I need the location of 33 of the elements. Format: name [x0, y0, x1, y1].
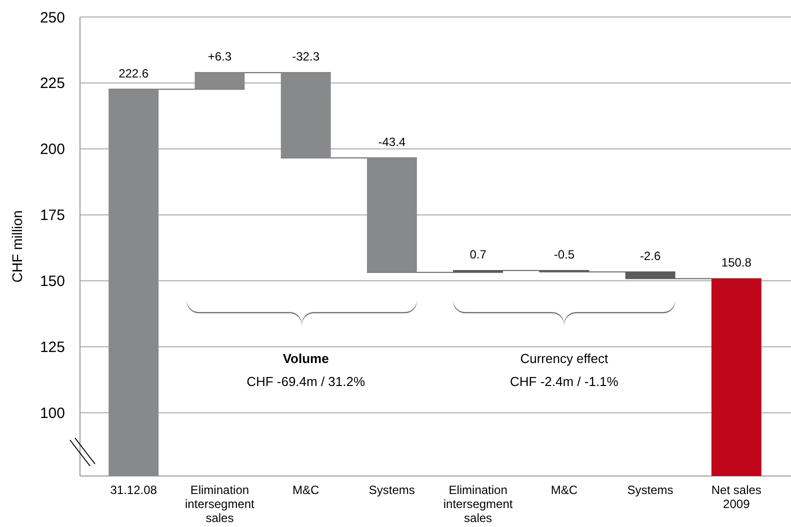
bar: [108, 89, 159, 476]
bar: [711, 278, 762, 476]
y-tick-label: 200: [40, 141, 65, 158]
bar: [366, 158, 417, 272]
annotation: Currency effect: [520, 351, 609, 366]
x-tick-label: M&C: [292, 483, 320, 497]
bar: [194, 72, 245, 90]
x-tick-label: Net sales 2009: [711, 483, 762, 511]
data-label: 150.8: [721, 256, 752, 270]
annotation: Volume: [282, 351, 329, 366]
data-label: -2.6: [640, 248, 661, 263]
x-tick-label: M&C: [550, 483, 578, 497]
x-tick-label: Systems: [627, 483, 674, 497]
y-tick-label: 250: [40, 9, 65, 26]
y-tick-label: 125: [40, 338, 65, 356]
data-label: 0.7: [470, 248, 487, 262]
annotation: CHF -2.4m / -1.1%: [510, 374, 619, 389]
data-label: -0.5: [554, 248, 575, 262]
y-tick-label: 100: [40, 404, 65, 422]
y-tick-label: 225: [40, 75, 65, 92]
annotation: CHF -69.4m / 31.2%: [246, 374, 366, 389]
y-tick-label: 150: [40, 273, 65, 290]
x-tick-label: Systems: [368, 483, 415, 497]
x-tick-label: Elimination intersegment sales: [443, 483, 514, 525]
data-label: -43.4: [378, 134, 406, 149]
bar: [280, 72, 331, 158]
y-axis-title: CHF million: [9, 210, 25, 283]
x-tick-label: 31.12.08: [110, 483, 158, 497]
y-tick-label: 175: [40, 207, 65, 224]
x-tick-label: Elimination intersegment sales: [185, 483, 256, 525]
data-label: 222.6: [118, 66, 149, 80]
data-label: +6.3: [208, 50, 232, 64]
data-label: -32.3: [292, 50, 320, 64]
